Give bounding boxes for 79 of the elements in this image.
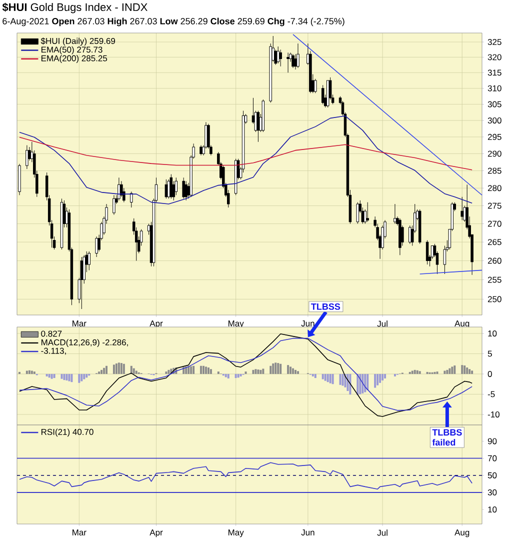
candlestick	[26, 145, 28, 170]
y-tick-label: 280	[488, 185, 502, 192]
y-tick-label: 260	[488, 258, 502, 264]
candlestick	[170, 174, 173, 199]
legend-label: EMA(200) 285.25	[41, 55, 108, 63]
x-tick-label: Jul	[377, 530, 388, 536]
candlestick	[184, 180, 188, 201]
candlestick	[292, 54, 294, 68]
candlestick	[279, 49, 282, 67]
y-tick-label: 295	[488, 134, 502, 140]
y-tick-label: 70	[488, 455, 497, 462]
y-tick-label: 305	[488, 101, 502, 108]
candlestick	[321, 84, 324, 105]
legend-label: $HUI (Daily) 259.69	[40, 38, 116, 46]
candlestick	[398, 218, 402, 256]
candlestick	[426, 240, 429, 265]
y-tick-label: -10	[488, 411, 500, 418]
y-tick-label: 10	[488, 506, 497, 512]
y-tick-label: 10	[488, 330, 497, 336]
legend-label: RSI(21) 40.70	[41, 428, 94, 437]
y-tick-label: 300	[488, 117, 502, 124]
y-tick-label: 325	[488, 38, 502, 46]
candlestick	[408, 225, 412, 244]
legend-label: -3.113,	[41, 348, 66, 355]
y-tick-label: 265	[488, 239, 502, 246]
candlestick	[18, 164, 21, 196]
candlestick	[60, 198, 64, 250]
legend-label: 0.827	[41, 330, 62, 337]
candlestick	[95, 236, 98, 258]
x-tick-label: Jun	[301, 320, 314, 326]
candlestick	[460, 196, 464, 220]
y-tick-label: 250	[488, 296, 502, 302]
candlestick	[262, 99, 265, 132]
y-tick-label: 290	[488, 150, 502, 157]
y-tick-label: 310	[488, 85, 502, 92]
y-tick-label: 90	[488, 438, 497, 444]
chart-title: $HUI Gold Bugs Index - INDX	[2, 2, 148, 14]
candlestick	[366, 202, 369, 222]
y-tick-label: 315	[488, 70, 502, 76]
candlestick	[118, 177, 120, 201]
candlestick	[356, 202, 360, 224]
candlestick	[286, 52, 290, 73]
candlestick	[200, 145, 202, 156]
candlestick	[418, 209, 422, 244]
x-tick-label: Mar	[72, 320, 86, 326]
y-tick-label: 255	[488, 276, 502, 283]
x-tick-label: Apr	[150, 320, 163, 328]
line-series	[19, 115, 472, 204]
y-tick-label: 30	[488, 489, 497, 496]
candlestick	[296, 43, 300, 68]
y-tick-label: 320	[488, 54, 502, 60]
candlestick	[394, 204, 396, 224]
legend-label: EMA(50) 275.73	[41, 46, 102, 54]
line-series	[19, 462, 472, 490]
y-tick-label: 270	[488, 220, 502, 227]
x-tick-label: Jul	[377, 320, 388, 327]
y-tick-label: 285	[488, 168, 502, 174]
candlestick	[88, 251, 90, 270]
x-tick-label: Aug	[454, 530, 470, 538]
candlestick	[276, 46, 280, 64]
y-tick-label: 5	[488, 350, 492, 357]
candlestick	[80, 256, 84, 310]
annotation: TLBBS failed	[432, 429, 462, 446]
y-tick-label: 275	[488, 202, 502, 209]
annotation: TLBSS	[311, 303, 340, 310]
candlestick	[112, 194, 116, 215]
x-tick-label: May	[228, 530, 244, 538]
x-tick-label: Jun	[301, 530, 314, 536]
x-tick-label: Apr	[150, 530, 163, 538]
candlestick	[326, 80, 330, 108]
y-tick-label: 0	[488, 370, 492, 377]
legend-label: MACD(12,26,9) -2.286,	[41, 339, 128, 348]
y-tick-label: 50	[488, 472, 497, 478]
x-tick-label: May	[228, 320, 244, 328]
candlestick	[182, 177, 185, 199]
text: 6-Aug-2021 Open 267.03 High 267.03 Low 256.29 Close 259.69 Chg -7.34 (-2.75%)	[2, 18, 344, 26]
candlestick	[234, 158, 238, 196]
y-tick-label: -5	[488, 391, 495, 398]
x-tick-label: Mar	[72, 530, 86, 536]
